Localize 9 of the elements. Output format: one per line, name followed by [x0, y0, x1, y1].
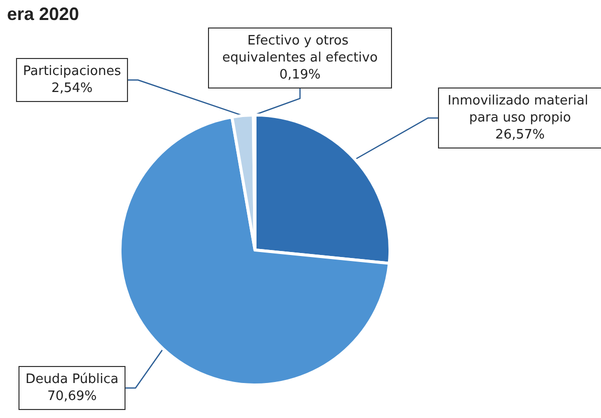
- chart-title: era 2020: [7, 4, 80, 24]
- slice-label: Participaciones: [23, 64, 122, 79]
- data-label: 26,57%: [495, 128, 545, 142]
- slice-label: Inmovilizado material para uso propio: [448, 94, 592, 126]
- slice-label: Deuda Pública: [25, 372, 119, 387]
- data-label: 70,69%: [47, 389, 97, 404]
- data-label: 0,19%: [279, 68, 321, 82]
- slice-label: Efectivo y otros equivalentes al efectivo: [222, 34, 378, 66]
- data-label: 2,54%: [51, 81, 93, 96]
